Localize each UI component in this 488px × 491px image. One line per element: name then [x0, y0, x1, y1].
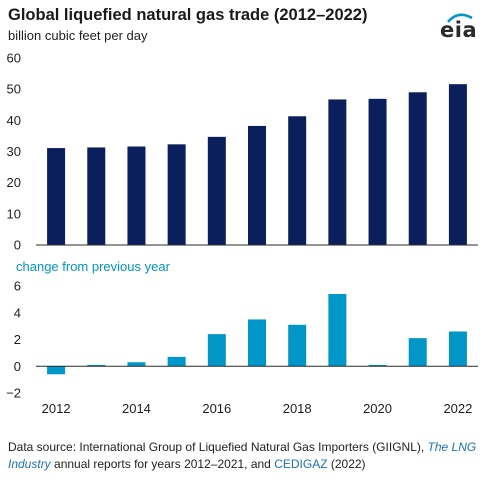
chart-title: Global liquefied natural gas trade (2012…: [8, 6, 368, 24]
bar-2020-p1: [368, 98, 387, 245]
eia-logo-text: eia: [440, 18, 478, 42]
y-tick-label-p2: −2: [6, 386, 21, 401]
bar-2017-p2: [248, 319, 266, 367]
y-tick-label-p2: 2: [14, 332, 21, 347]
change-panel-label: change from previous year: [16, 259, 170, 274]
y-tick-label-p1: 60: [7, 51, 21, 66]
bar-2014-p2: [127, 362, 146, 367]
y-tick-label-p1: 40: [7, 113, 21, 128]
y-tick-label-p2: 4: [14, 305, 21, 320]
bar-2021-p2: [408, 338, 427, 367]
x-tick-label-2022: 2022: [443, 401, 472, 416]
source-cedigaz-link[interactable]: CEDIGAZ: [274, 457, 328, 471]
bar-2014-p1: [127, 146, 146, 245]
y-tick-label-p1: 20: [7, 175, 21, 190]
source-suffix: (2022): [327, 457, 366, 471]
bar-2020-p2: [368, 364, 387, 367]
bar-2015-p2: [167, 356, 186, 367]
bar-2016-p2: [207, 334, 226, 367]
y-tick-label-p1: 30: [7, 144, 21, 159]
bar-2013-p2: [87, 364, 106, 367]
bar-2015-p1: [167, 144, 186, 245]
x-tick-label-2012: 2012: [42, 401, 71, 416]
y-tick-label-p1: 10: [7, 206, 21, 221]
y-tick-label-p2: 0: [14, 359, 21, 374]
bar-2016-p1: [207, 136, 226, 245]
bar-2022-p1: [448, 84, 467, 246]
eia-logo[interactable]: eia: [438, 12, 478, 42]
bar-2022-p2: [448, 331, 467, 367]
source-prefix: Data source: International Group of Liqu…: [8, 440, 428, 454]
bar-2012-p2: [47, 366, 66, 375]
bar-2012-p1: [47, 148, 66, 245]
bar-2019-p1: [328, 99, 347, 246]
bar-2018-p2: [288, 324, 307, 367]
x-tick-label-2014: 2014: [122, 401, 151, 416]
x-tick-label-2020: 2020: [363, 401, 392, 416]
data-source-note: Data source: International Group of Liqu…: [8, 439, 478, 473]
y-tick-label-p2: 6: [14, 279, 21, 294]
bar-2017-p1: [248, 125, 266, 245]
y-tick-label-p1: 50: [7, 82, 21, 97]
bar-2021-p1: [408, 92, 427, 246]
source-lng-industry-link[interactable]: The LNG Industry: [8, 440, 477, 471]
bar-2013-p1: [87, 147, 106, 245]
y-tick-label-p1: 0: [14, 238, 21, 253]
bar-2019-p2: [328, 294, 347, 367]
eia-logo-arc-icon: [447, 13, 473, 23]
chart-subtitle-units: billion cubic feet per day: [8, 28, 148, 43]
lng-trade-chart: 0 10 20 30 40 50 60 −2 0 2 4 6 2012 2014 2016 2018 2020 2…: [6, 51, 478, 416]
bar-2018-p1: [288, 116, 307, 245]
x-tick-label-2018: 2018: [283, 401, 312, 416]
source-middle: annual reports for years 2012–2021, and: [50, 457, 275, 471]
x-tick-label-2016: 2016: [202, 401, 231, 416]
